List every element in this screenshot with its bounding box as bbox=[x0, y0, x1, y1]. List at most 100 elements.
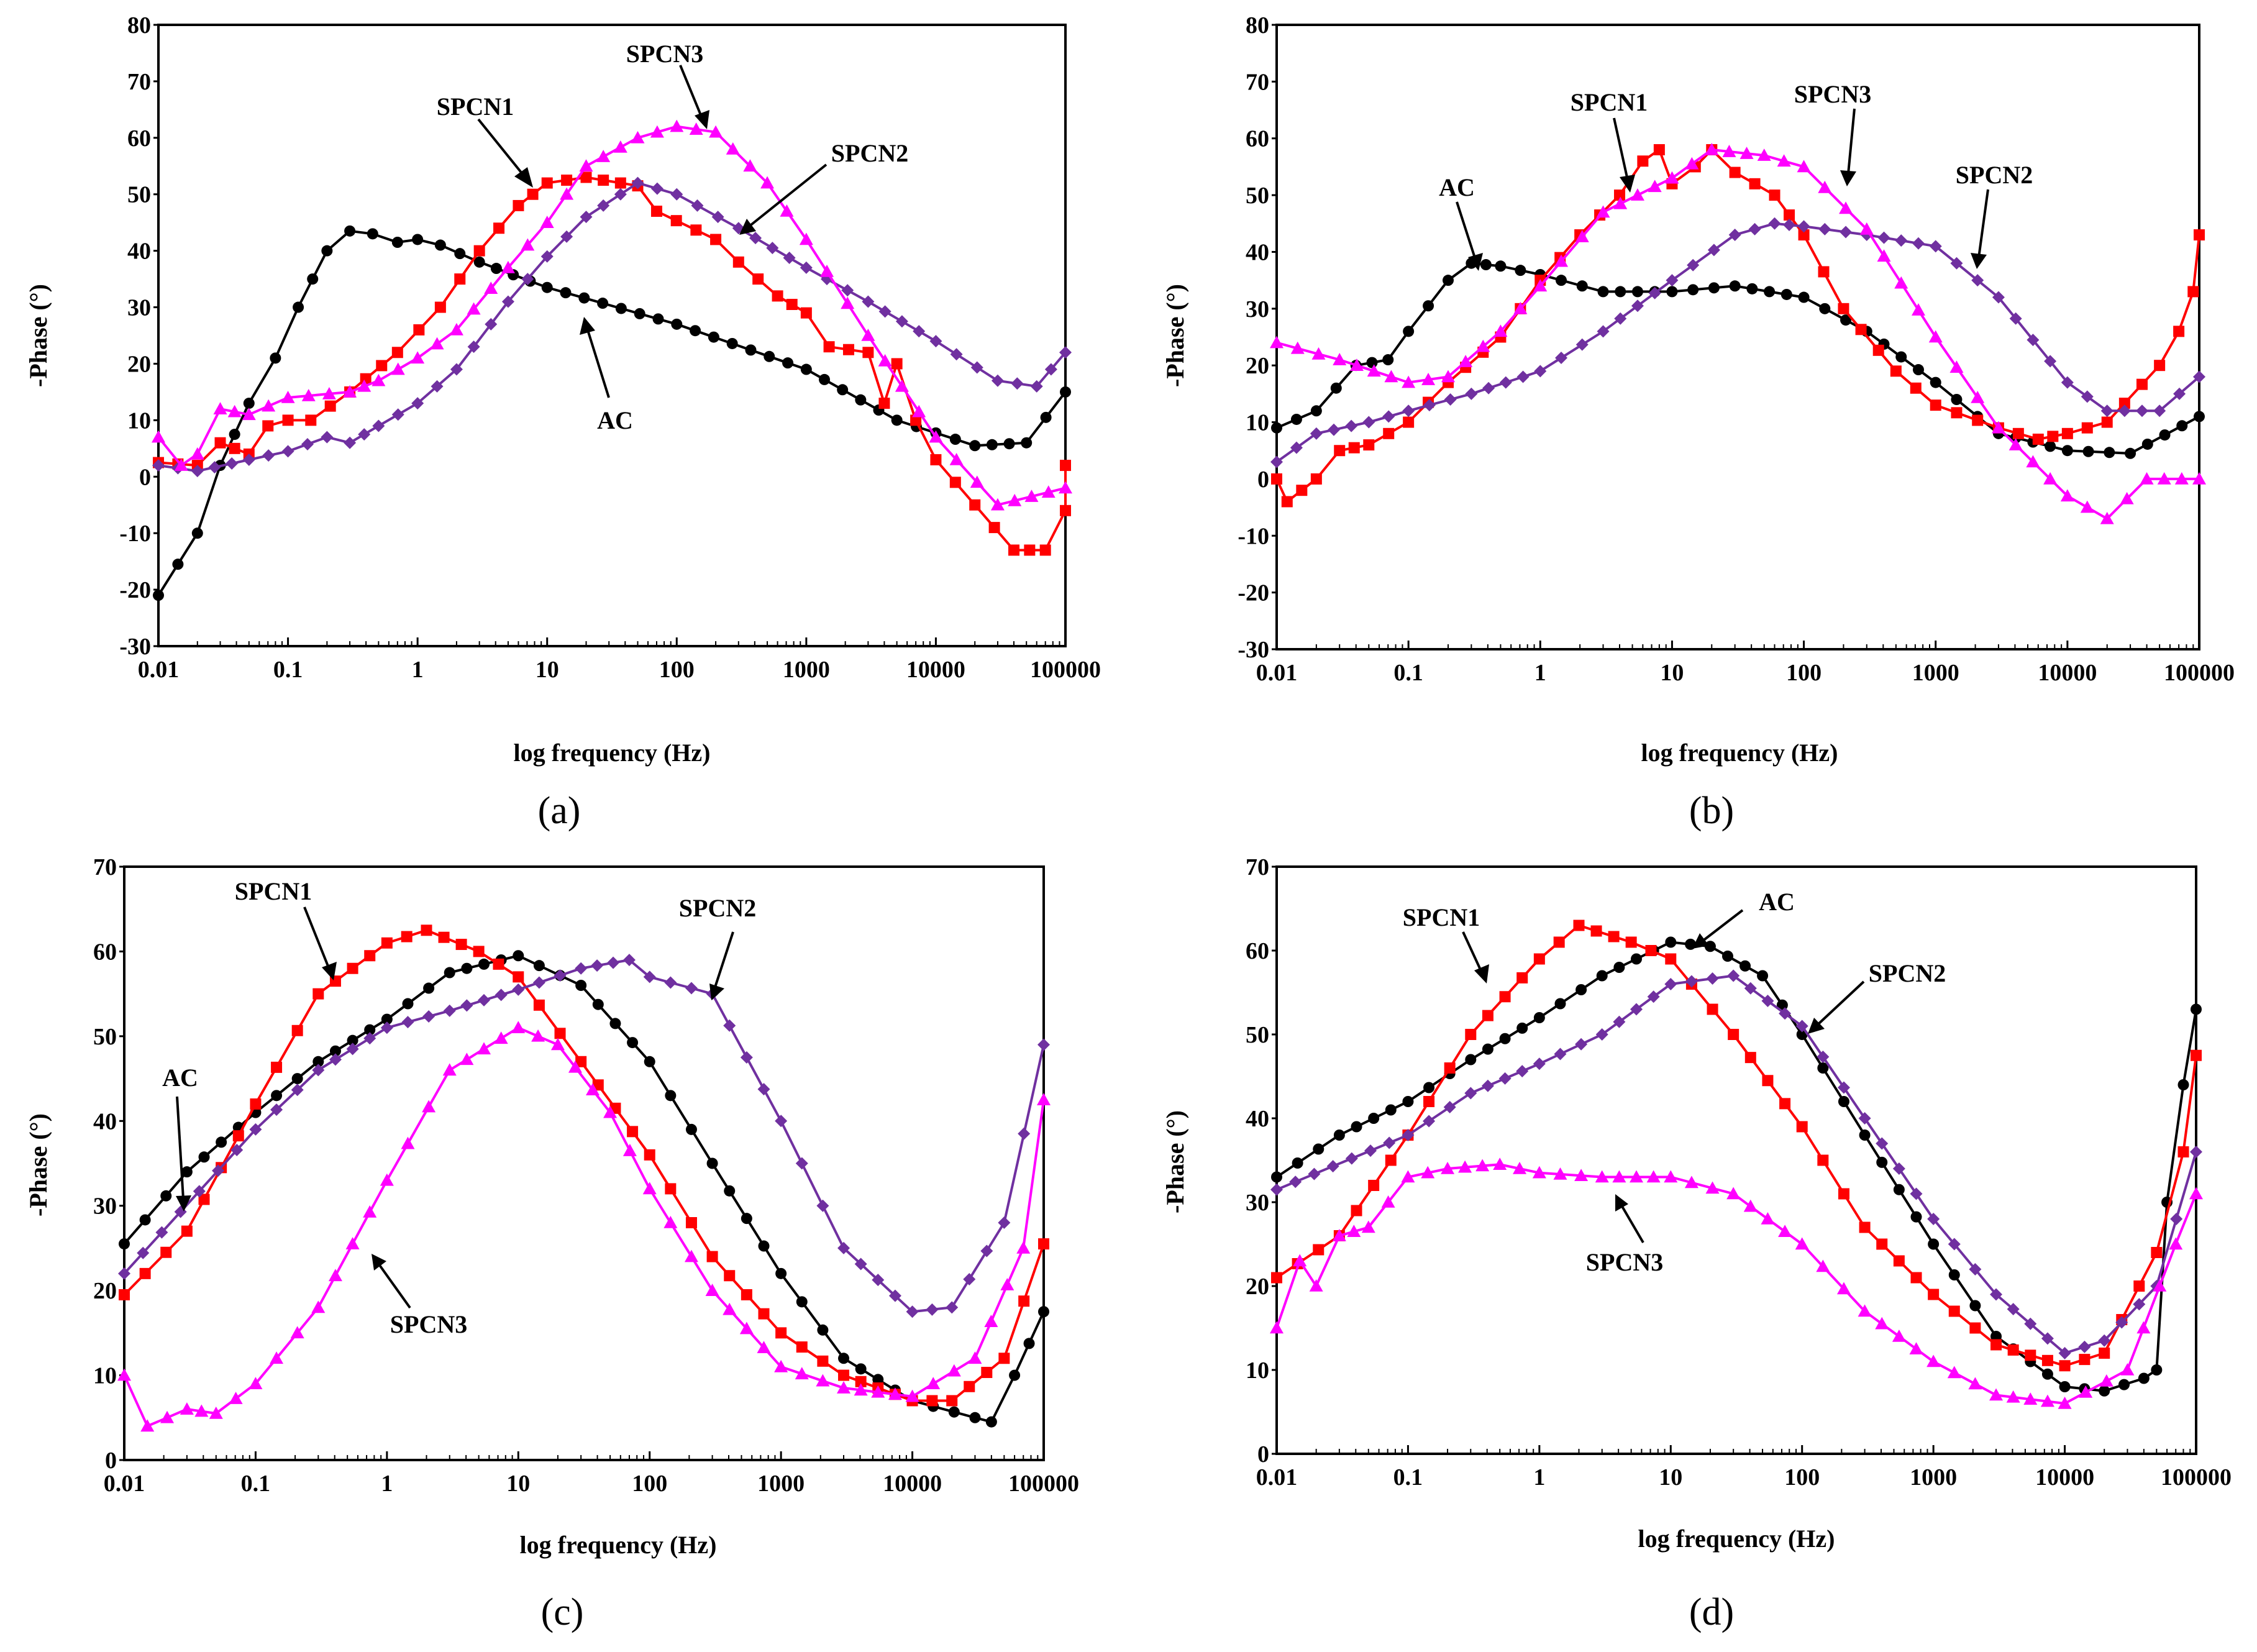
data-point bbox=[998, 1353, 1010, 1364]
data-point bbox=[2191, 1003, 2202, 1015]
data-point bbox=[726, 142, 740, 155]
annotation-ac: AC bbox=[597, 406, 633, 434]
data-point bbox=[1858, 1304, 1872, 1317]
x-tick-label: 100000 bbox=[2161, 1464, 2232, 1490]
data-point bbox=[380, 1173, 394, 1186]
data-point bbox=[1744, 1052, 1756, 1064]
data-point bbox=[2025, 1349, 2036, 1361]
data-point bbox=[1739, 960, 1751, 972]
data-point bbox=[1590, 925, 1602, 937]
data-point bbox=[271, 1061, 283, 1073]
annotation-spcn1: SPCN1 bbox=[1571, 88, 1648, 116]
data-point bbox=[358, 428, 371, 441]
data-point bbox=[460, 1052, 474, 1066]
data-point bbox=[421, 924, 432, 936]
y-tick-label: 50 bbox=[127, 182, 151, 208]
data-point bbox=[969, 499, 981, 511]
data-point bbox=[1458, 1160, 1472, 1173]
annotation-spcn3: SPCN3 bbox=[626, 40, 703, 68]
data-point bbox=[837, 1381, 851, 1394]
data-point bbox=[963, 1272, 976, 1285]
data-point bbox=[1575, 338, 1589, 351]
data-point bbox=[1345, 1152, 1358, 1165]
data-point bbox=[837, 384, 849, 396]
y-tick-label: -20 bbox=[119, 577, 151, 603]
data-point bbox=[1838, 303, 1849, 314]
data-point bbox=[1385, 1154, 1397, 1166]
x-tick-label: 100000 bbox=[2164, 660, 2235, 686]
data-point bbox=[2157, 472, 2171, 485]
data-point bbox=[1929, 240, 1942, 253]
data-point bbox=[1797, 160, 1811, 173]
data-point bbox=[391, 362, 405, 375]
data-point bbox=[1707, 1003, 1718, 1015]
data-point bbox=[990, 498, 1005, 511]
x-tick-label: 0.1 bbox=[1393, 1464, 1423, 1490]
data-point bbox=[906, 1305, 919, 1318]
data-point bbox=[1910, 1272, 1922, 1284]
data-point bbox=[454, 248, 466, 260]
data-point bbox=[473, 245, 485, 257]
data-point bbox=[1684, 1175, 1698, 1189]
data-point bbox=[532, 976, 545, 989]
series-group bbox=[152, 119, 1072, 601]
data-point bbox=[1949, 360, 1964, 373]
data-point bbox=[1608, 931, 1620, 942]
y-tick-label: 50 bbox=[1246, 183, 1269, 209]
data-point bbox=[1000, 1278, 1015, 1290]
annotation-arrow-ac bbox=[1456, 201, 1477, 260]
data-point bbox=[1310, 473, 1322, 485]
data-point bbox=[1637, 155, 1649, 167]
data-point bbox=[460, 999, 473, 1012]
data-point bbox=[1363, 439, 1375, 451]
data-point bbox=[1781, 288, 1792, 300]
data-point bbox=[2194, 229, 2205, 241]
y-tick-label: 40 bbox=[127, 239, 151, 265]
data-point bbox=[723, 1302, 737, 1315]
data-point bbox=[1347, 1225, 1361, 1238]
annotation-arrow-spcn3 bbox=[1620, 1204, 1644, 1244]
data-point bbox=[2120, 491, 2134, 504]
data-point bbox=[117, 1368, 131, 1381]
series-spcn3 bbox=[1270, 143, 2206, 524]
data-point bbox=[190, 447, 204, 460]
data-point bbox=[181, 1225, 193, 1237]
data-point bbox=[690, 325, 701, 337]
data-point bbox=[1037, 1093, 1051, 1105]
data-point bbox=[926, 1395, 938, 1407]
data-point bbox=[1838, 1188, 1849, 1200]
annotation-spcn3: SPCN3 bbox=[1794, 80, 1871, 108]
data-point bbox=[1499, 1033, 1511, 1044]
panel-d: 0 10 20 30 40 50 60 70 0.01 0.1 1 10 100 1000 10000 10… bbox=[1161, 854, 2232, 1633]
data-point bbox=[706, 1157, 718, 1169]
y-tick-label: 70 bbox=[1246, 854, 1269, 880]
data-point bbox=[1928, 1289, 1940, 1300]
data-point bbox=[2125, 447, 2136, 459]
data-point bbox=[878, 305, 891, 318]
data-point bbox=[321, 245, 333, 257]
data-point bbox=[946, 1395, 958, 1407]
series-group bbox=[117, 924, 1051, 1432]
data-point bbox=[311, 1300, 326, 1313]
data-point bbox=[1910, 1187, 1923, 1200]
data-point bbox=[1817, 1154, 1829, 1166]
data-point bbox=[817, 1324, 829, 1336]
data-point bbox=[1482, 381, 1495, 395]
data-point bbox=[1728, 1029, 1739, 1040]
data-point bbox=[1423, 300, 1434, 312]
data-point bbox=[579, 159, 593, 172]
data-point bbox=[1021, 437, 1033, 449]
data-point bbox=[1292, 1157, 1303, 1169]
data-point bbox=[1746, 283, 1758, 294]
data-point bbox=[174, 459, 188, 471]
arrowhead bbox=[1971, 253, 1987, 269]
data-point bbox=[2078, 1340, 2091, 1353]
data-point bbox=[795, 1157, 808, 1170]
data-point bbox=[1024, 490, 1039, 502]
data-point bbox=[2133, 1280, 2145, 1292]
data-point bbox=[1495, 260, 1507, 272]
data-point bbox=[743, 159, 757, 172]
data-point bbox=[1476, 339, 1490, 352]
y-tick-label: 50 bbox=[93, 1024, 117, 1050]
data-point bbox=[709, 125, 723, 138]
